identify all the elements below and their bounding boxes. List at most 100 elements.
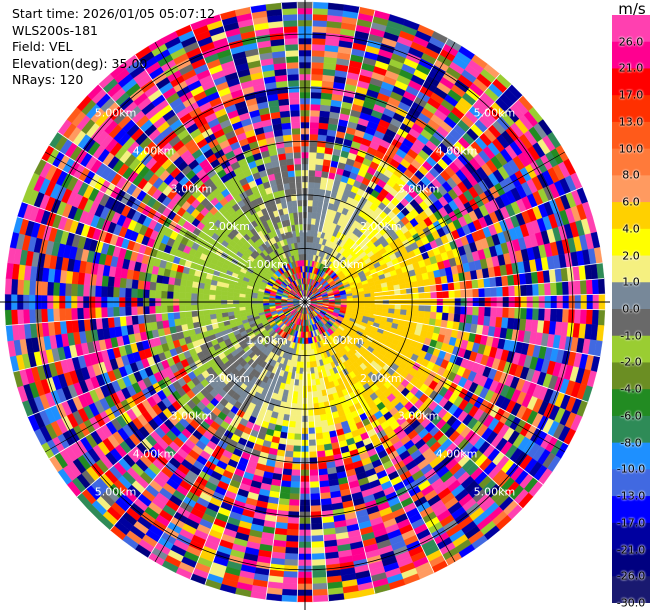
velocity-gate (314, 176, 322, 184)
velocity-gate (318, 116, 330, 124)
velocity-gate (412, 292, 420, 300)
velocity-gate (316, 450, 326, 458)
velocity-gate (311, 559, 326, 567)
velocity-gate (310, 505, 322, 513)
velocity-gate (22, 279, 31, 295)
velocity-gate (282, 462, 293, 470)
velocity-gate (591, 309, 600, 326)
velocity-gate (318, 408, 326, 416)
velocity-gate (179, 317, 188, 326)
velocity-gate (154, 305, 162, 314)
velocity-gate (288, 505, 300, 513)
velocity-gate (136, 306, 144, 316)
velocity-gate (172, 291, 180, 299)
velocity-gate (319, 413, 328, 422)
velocity-gate (289, 487, 301, 495)
velocity-gate (149, 281, 157, 291)
velocity-gate (316, 146, 326, 154)
velocity-gate (124, 306, 132, 317)
velocity-gate (308, 433, 316, 441)
velocity-gate (314, 420, 322, 428)
velocity-gate (400, 304, 408, 311)
velocity-gate (574, 308, 582, 324)
velocity-gate (28, 308, 36, 324)
velocity-gate (502, 307, 510, 319)
velocity-gate (190, 292, 198, 300)
velocity-gate (496, 286, 504, 298)
velocity-gate (208, 294, 216, 300)
velocity-gate (423, 285, 431, 293)
velocity-gate (411, 310, 419, 318)
velocity-gate (310, 517, 323, 525)
velocity-gate (508, 285, 516, 297)
velocity-gate (477, 315, 485, 326)
velocity-gate (287, 511, 300, 519)
velocity-gate (308, 169, 316, 177)
velocity-gate (435, 312, 443, 321)
velocity-gate (306, 355, 310, 363)
velocity-gate (417, 310, 425, 318)
velocity-gate (10, 309, 19, 326)
velocity-gate (388, 308, 395, 314)
velocity-gate (319, 110, 331, 118)
velocity-gate (125, 278, 133, 289)
velocity-gate (286, 535, 300, 543)
velocity-gate (312, 582, 328, 591)
velocity-gate (283, 565, 299, 573)
velocity-gate (314, 170, 323, 178)
velocity-gate (316, 444, 325, 452)
velocity-gate (76, 283, 84, 297)
velocity-gate (290, 481, 301, 489)
velocity-gate (312, 1, 329, 10)
velocity-gate (308, 439, 317, 447)
velocity-gate (125, 315, 133, 326)
velocity-gate (309, 361, 314, 368)
velocity-gate (215, 312, 223, 319)
velocity-gate (316, 152, 325, 160)
velocity-gate (310, 73, 324, 81)
velocity-gate (308, 145, 318, 153)
velocity-gate (311, 49, 325, 57)
velocity-gate (281, 474, 292, 482)
velocity-gate (312, 200, 319, 207)
velocity-gate (311, 37, 326, 45)
velocity-gate (185, 310, 193, 318)
velocity-gate (160, 290, 168, 299)
velocity-gate (286, 523, 300, 531)
velocity-gate (312, 13, 328, 22)
velocity-gate (215, 290, 222, 296)
velocity-gate (160, 305, 168, 314)
velocity-gate (478, 287, 486, 298)
velocity-gate (311, 547, 325, 555)
velocity-gate (167, 312, 175, 321)
velocity-gate (118, 306, 126, 317)
velocity-gate (202, 293, 210, 300)
velocity-gate (209, 313, 217, 320)
velocity-gate (312, 19, 328, 28)
velocity-gate (441, 283, 449, 292)
velocity-gate (315, 384, 322, 392)
velocity-gate (308, 157, 317, 165)
velocity-gate (286, 438, 295, 446)
velocity-gate (465, 314, 473, 325)
velocity-gate (477, 278, 485, 289)
velocity-gate (295, 415, 303, 423)
velocity-gate (306, 229, 311, 237)
velocity-gate (442, 305, 450, 314)
velocity-gate (226, 295, 234, 301)
velocity-gate (4, 309, 13, 326)
velocity-gate (40, 308, 48, 323)
velocity-gate (448, 290, 456, 299)
velocity-gate (178, 291, 186, 300)
velocity-gate (447, 313, 455, 322)
velocity-gate (418, 292, 426, 300)
velocity-gate (294, 421, 303, 429)
velocity-gate (550, 308, 558, 322)
velocity-gate (203, 288, 210, 295)
velocity-gate (262, 302, 270, 306)
velocity-gate (314, 426, 323, 434)
velocity-gate (281, 419, 290, 428)
velocity-gate (490, 286, 498, 298)
velocity-gate (472, 288, 480, 298)
velocity-gate (214, 294, 222, 300)
